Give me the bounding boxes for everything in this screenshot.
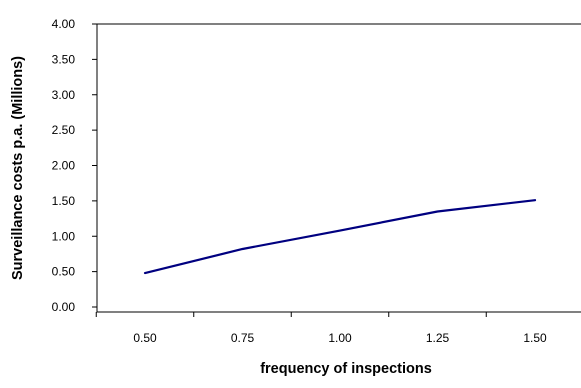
- y-tick-label: 1.00: [52, 229, 76, 243]
- y-tick-label: 2.50: [52, 123, 76, 137]
- y-tick-label: 0.00: [52, 300, 76, 314]
- y-axis-title: Surveillance costs p.a. (Millions): [10, 56, 26, 280]
- plot-area: [96, 23, 581, 313]
- y-tick-label: 1.50: [52, 194, 76, 208]
- x-tick-label: 1.50: [523, 331, 547, 345]
- series-line: [143, 199, 537, 275]
- y-tick-label: 3.50: [52, 52, 76, 66]
- y-tick-label: 2.00: [52, 159, 76, 173]
- y-tick-label: 3.00: [52, 88, 76, 102]
- x-tick-label: 1.25: [426, 331, 450, 345]
- y-tick-label: 0.50: [52, 265, 76, 279]
- series-layer: [143, 199, 537, 275]
- x-tick-label: 0.75: [231, 331, 255, 345]
- y-axis: 0.00 0.50 1.00 1.50 2.00 2.50 3.00 3.50 4.00: [52, 17, 97, 314]
- y-tick-label: 4.00: [52, 17, 76, 31]
- x-tick-label: 1.00: [328, 331, 352, 345]
- x-axis: 0.50 0.75 1.00 1.25 1.50: [95, 312, 547, 345]
- x-axis-title: frequency of inspections: [260, 361, 432, 377]
- x-tick-label: 0.50: [133, 331, 157, 345]
